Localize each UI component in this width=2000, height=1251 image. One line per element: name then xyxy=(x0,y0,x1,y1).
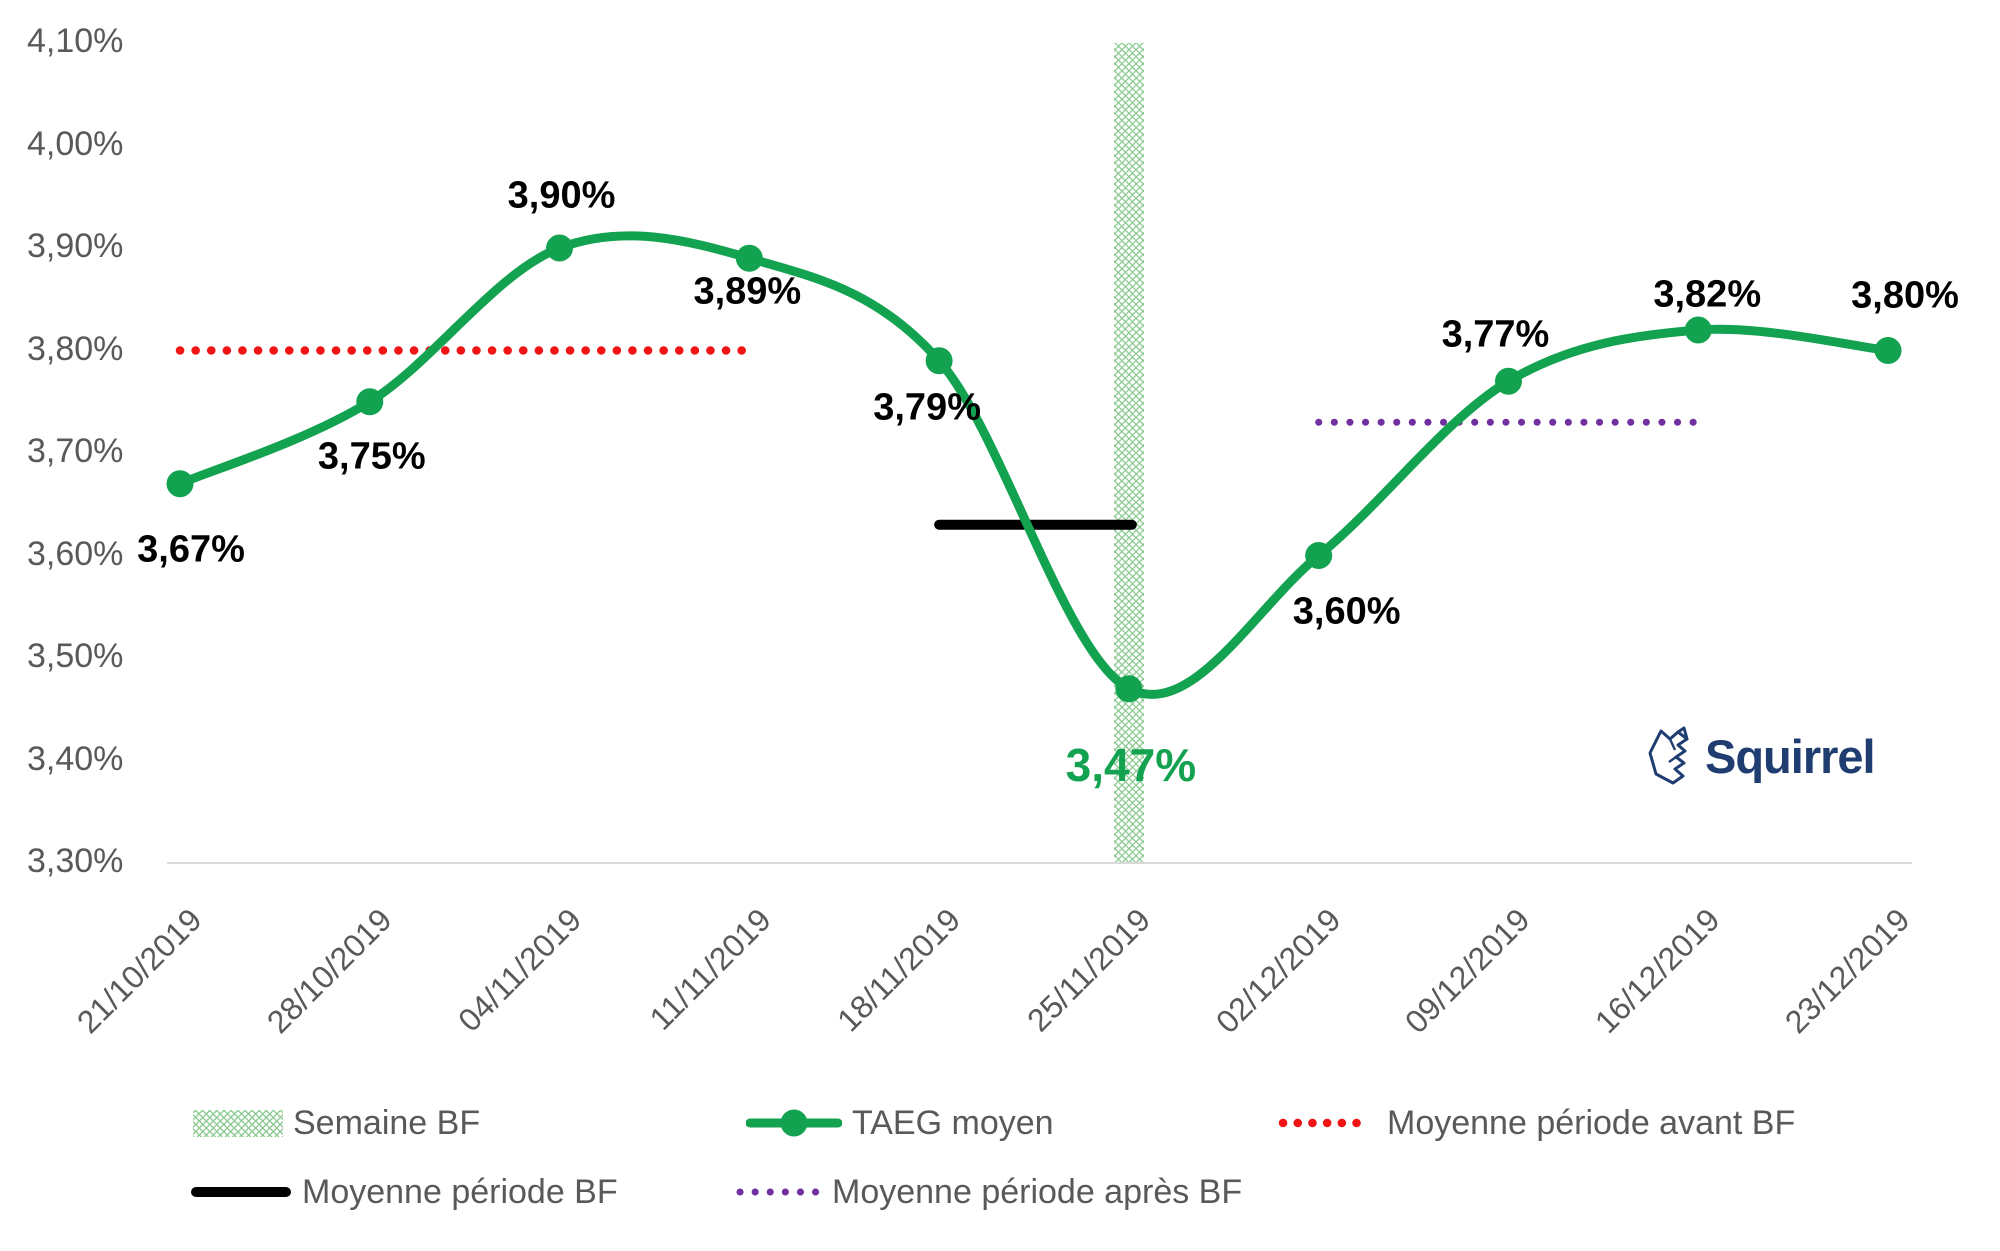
data-point-marker-0 xyxy=(166,470,194,498)
y-tick-label-3,40%: 3,40% xyxy=(27,739,124,778)
data-label-9: 3,80% xyxy=(1851,274,1959,316)
taeg-moyen-line xyxy=(175,231,1893,699)
data-label-6: 3,60% xyxy=(1292,590,1401,632)
legend-swatch-purple-dotted xyxy=(736,1188,820,1196)
legend-item-4: Moyenne période après BF xyxy=(734,1170,1242,1214)
legend-item-3: Moyenne période BF xyxy=(190,1170,618,1214)
data-label-7: 3,77% xyxy=(1441,313,1550,356)
y-tick-label-4,10%: 4,10% xyxy=(27,22,124,60)
data-label-4: 3,79% xyxy=(873,386,981,429)
y-tick-label-3,80%: 3,80% xyxy=(27,329,124,368)
legend-swatch-line-marker xyxy=(746,1109,842,1137)
legend-item-2: Moyenne période avant BF xyxy=(1277,1101,1795,1145)
y-tick-label-3,60%: 3,60% xyxy=(27,534,124,573)
legend-swatch-black-solid xyxy=(191,1187,291,1197)
y-tick-label-3,50%: 3,50% xyxy=(27,637,124,675)
y-tick-label-3,90%: 3,90% xyxy=(27,227,124,265)
data-label-5: 3,47% xyxy=(1065,738,1197,791)
data-label-8: 3,82% xyxy=(1653,273,1762,316)
data-point-marker-7 xyxy=(1494,367,1522,395)
data-label-3: 3,89% xyxy=(693,270,802,313)
squirrel-logo: Squirrel xyxy=(1645,726,1876,786)
legend-label-0: Semaine BF xyxy=(293,1103,481,1142)
data-point-marker-3 xyxy=(735,244,763,272)
y-tick-label-4,00%: 4,00% xyxy=(27,124,124,163)
legend-label-2: Moyenne période avant BF xyxy=(1387,1103,1796,1142)
legend-label-1: TAEG moyen xyxy=(852,1103,1054,1142)
legend-item-1: TAEG moyen xyxy=(746,1101,1054,1145)
legend-label-3: Moyenne période BF xyxy=(302,1172,618,1211)
semaine-bf-band xyxy=(1113,43,1144,863)
legend-label-4: Moyenne période après BF xyxy=(832,1172,1243,1211)
legend-swatch-hatch xyxy=(193,1109,283,1137)
y-tick-label-3,30%: 3,30% xyxy=(27,842,124,880)
data-label-0: 3,67% xyxy=(137,528,245,571)
data-label-1: 3,75% xyxy=(317,435,426,478)
data-point-marker-9 xyxy=(1874,337,1902,364)
squirrel-logo-icon xyxy=(1648,726,1689,785)
data-point-marker-1 xyxy=(356,388,384,416)
data-point-marker-4 xyxy=(925,347,953,375)
legend-swatch-red-dotted xyxy=(1278,1118,1376,1128)
squirrel-logo-text: Squirrel xyxy=(1705,729,1876,783)
data-point-marker-6 xyxy=(1305,542,1333,569)
data-point-marker-8 xyxy=(1684,316,1712,344)
legend-item-0: Semaine BF xyxy=(193,1101,480,1145)
data-point-marker-5 xyxy=(1115,675,1143,703)
data-point-marker-2 xyxy=(546,234,574,262)
y-tick-label-3,70%: 3,70% xyxy=(27,432,124,470)
data-label-2: 3,90% xyxy=(507,174,616,217)
